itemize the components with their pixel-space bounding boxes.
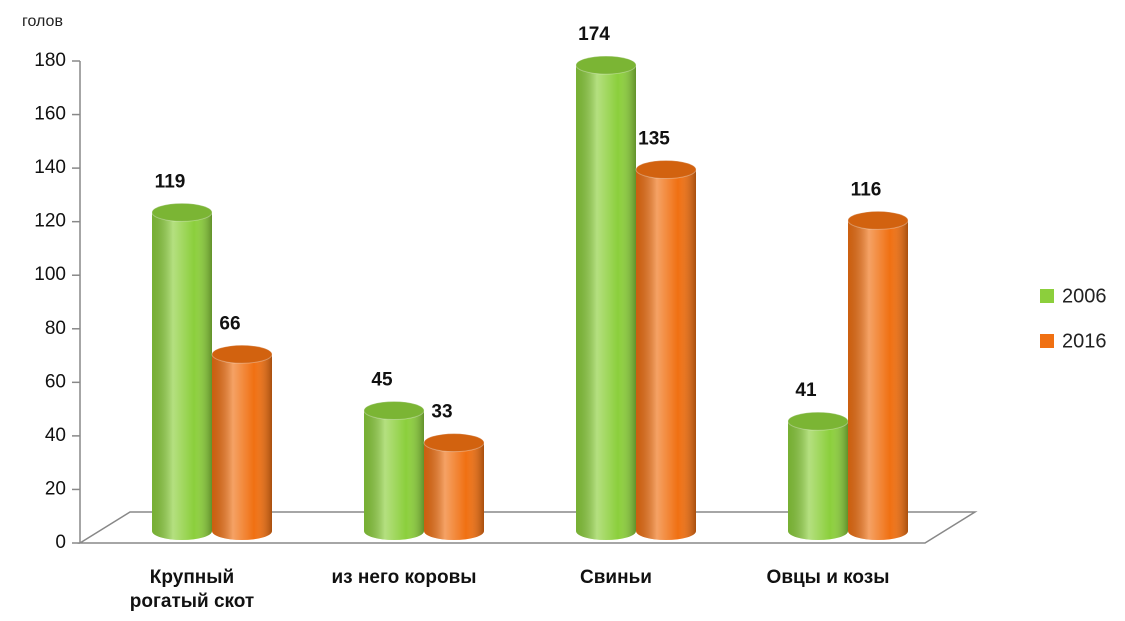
y-tick-label: 120 — [34, 211, 66, 232]
y-tick-label: 160 — [34, 104, 66, 125]
legend-label: 2016 — [1062, 330, 1107, 352]
bar-shading — [152, 212, 212, 540]
bar-shading — [424, 442, 484, 540]
bar-top-shade — [788, 412, 848, 431]
legend-label: 2006 — [1062, 285, 1107, 307]
value-label: 116 — [851, 179, 882, 200]
value-label: 41 — [795, 380, 817, 401]
bar-shading — [636, 169, 696, 540]
bar-top-shade — [424, 433, 484, 452]
bar-top-shade — [636, 160, 696, 179]
bar-shading — [848, 220, 908, 540]
y-axis-label: голов — [22, 13, 63, 30]
bar-shading — [364, 410, 424, 540]
bar-top — [211, 344, 273, 364]
value-label: 135 — [638, 129, 670, 150]
x-tick-label: из него коровы — [331, 567, 477, 588]
y-tick-label: 80 — [45, 318, 66, 339]
bar-top-shade — [848, 211, 908, 230]
bar-top-shade — [364, 401, 424, 420]
x-tick-label: Овцы и козы — [766, 567, 890, 588]
y-tick-label: 100 — [34, 264, 66, 285]
bar-top — [847, 210, 909, 230]
y-tick-label: 20 — [45, 478, 66, 499]
y-tick-label: 60 — [45, 371, 66, 392]
bar-shading — [212, 354, 272, 540]
bar-top-shade — [576, 56, 636, 75]
floor — [77, 511, 978, 544]
y-tick-label: 140 — [34, 157, 66, 178]
bar-top — [151, 202, 213, 222]
x-tick-label: Свиньи — [580, 567, 652, 588]
x-tick-label: Крупный рогатый скот — [129, 567, 255, 612]
value-label: 66 — [219, 313, 240, 334]
bar-top — [423, 433, 485, 453]
value-label: 45 — [371, 370, 393, 391]
bar-top — [575, 55, 637, 75]
bar-top — [635, 160, 697, 179]
bar-top — [363, 401, 425, 420]
legend-swatch — [1040, 334, 1054, 348]
bar-shading — [788, 421, 848, 540]
bar-top-shade — [152, 203, 212, 222]
value-label: 33 — [431, 402, 452, 423]
bar-top-shade — [212, 345, 272, 364]
y-tick-label: 0 — [55, 532, 66, 553]
bar-shading — [576, 65, 636, 541]
y-tick-label: 180 — [34, 50, 66, 71]
y-tick-label: 40 — [45, 425, 66, 446]
value-label: 174 — [578, 24, 610, 45]
legend-swatch — [1040, 289, 1054, 303]
value-label: 119 — [155, 171, 186, 192]
